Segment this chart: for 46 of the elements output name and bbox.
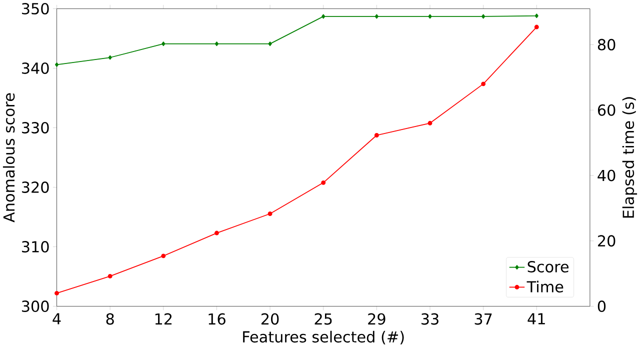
- y2-tick-label: 60: [598, 104, 616, 116]
- y2-axis-title: Elapsed time (s): [622, 96, 638, 218]
- point: [534, 24, 539, 30]
- y2-tick-label: 0: [598, 300, 606, 312]
- x-tick-label: 29: [368, 313, 386, 325]
- y-tick-label: 340: [22, 62, 49, 74]
- y-tick-label: 330: [22, 122, 49, 134]
- x-axis-title: Features selected (#): [243, 330, 404, 344]
- point: [268, 211, 272, 216]
- point: [481, 82, 486, 86]
- legend-label: Time: [526, 280, 564, 292]
- y2-tick-label: 40: [598, 170, 616, 182]
- x-tick-label: 37: [474, 313, 492, 325]
- legend-label: Score: [528, 260, 569, 272]
- point: [321, 180, 326, 185]
- point: [482, 14, 486, 19]
- point: [534, 13, 538, 18]
- y2-tick-label: 20: [598, 234, 616, 246]
- point: [374, 14, 378, 19]
- x-tick-label: 4: [52, 313, 61, 324]
- x-tick-label: 41: [528, 313, 545, 324]
- point: [428, 120, 432, 126]
- y-tick-label: 350: [22, 2, 49, 14]
- point: [161, 254, 166, 258]
- y-tick-label: 320: [22, 181, 49, 193]
- x-tick-label: 12: [155, 313, 172, 324]
- x-tick-label: 25: [314, 313, 332, 325]
- point: [374, 132, 379, 138]
- y-tick-label: 300: [22, 300, 49, 312]
- point: [54, 62, 59, 67]
- point: [108, 55, 112, 60]
- y2-tick-label: 80: [598, 38, 616, 50]
- point: [54, 290, 60, 296]
- point: [162, 41, 166, 46]
- x-tick-label: 33: [422, 313, 438, 325]
- x-tick-label: 20: [261, 313, 279, 325]
- point: [428, 14, 432, 19]
- y-tick-label: 310: [22, 240, 49, 252]
- point: [322, 14, 326, 19]
- point: [214, 230, 219, 236]
- x-tick-label: 16: [208, 313, 226, 325]
- y-axis-title: Anomalous score: [2, 93, 15, 222]
- point: [214, 41, 219, 46]
- x-tick-label: 8: [106, 313, 114, 325]
- point: [108, 274, 112, 278]
- point: [268, 41, 272, 46]
